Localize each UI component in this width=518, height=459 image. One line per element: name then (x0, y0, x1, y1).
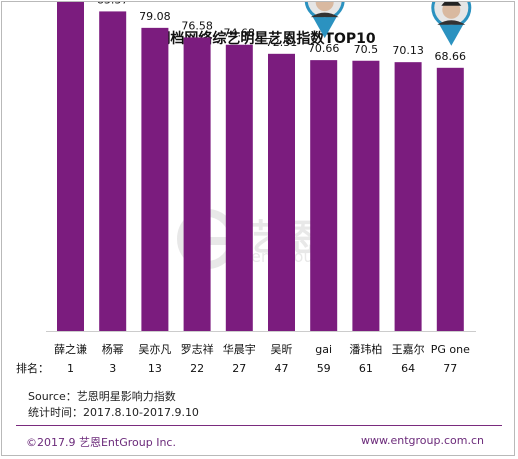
bar-10 (436, 67, 464, 331)
category-label-4: 罗志祥 (181, 342, 214, 356)
avatar-face-7 (315, 2, 334, 12)
value-label-3: 79.08 (139, 10, 171, 23)
rank-value-2: 3 (109, 362, 116, 375)
category-label-2: 杨幂 (102, 342, 124, 356)
bar-7 (310, 60, 338, 332)
pin-tail-10 (438, 22, 465, 46)
pin-tail-7 (311, 15, 338, 39)
rank-value-6: 47 (275, 362, 289, 375)
category-label-5: 华晨宇 (223, 342, 256, 356)
value-label-10: 68.66 (435, 50, 467, 63)
bar-3 (141, 27, 169, 332)
avatar-shoulders-10 (437, 20, 466, 25)
category-label-8: 潘玮柏 (349, 342, 382, 356)
rank-value-1: 1 (67, 362, 74, 375)
avatar-pin-7 (304, 2, 345, 39)
bar-1 (57, 2, 84, 331)
bar-chart: 排名：87.04薛之谦183.37杨幂379.08吴亦凡1376.58罗志祥22… (16, 2, 476, 375)
avatar-shoulders-7 (310, 12, 339, 18)
category-label-10: PG one (431, 343, 470, 356)
bar-9 (394, 62, 422, 331)
bar-8 (352, 60, 380, 331)
avatar-face-10 (442, 2, 461, 19)
rank-value-8: 61 (359, 362, 373, 375)
rank-label: 排名： (16, 361, 49, 375)
period-note: 统计时间：2017.8.10-2017.9.10 (28, 406, 199, 419)
source-note: Source：艺恩明星影响力指数 (28, 390, 176, 403)
rank-value-9: 64 (401, 362, 415, 375)
value-label-8: 70.5 (354, 43, 379, 56)
rank-value-7: 59 (317, 362, 331, 375)
bar-5 (225, 44, 253, 332)
category-label-7: gai (315, 343, 332, 356)
avatar-hair-10 (441, 2, 462, 6)
value-label-7: 70.66 (308, 42, 340, 55)
footer-website: www.entgroup.com.cn (361, 434, 484, 447)
avatar-pin-10 (431, 2, 472, 46)
footer-copyright: ©2017.9 艺恩EntGroup Inc. (26, 436, 176, 449)
rank-value-5: 27 (232, 362, 246, 375)
rank-value-4: 22 (190, 362, 204, 375)
bar-6 (268, 53, 295, 331)
value-label-6: 72.31 (266, 36, 298, 49)
value-label-5: 74.68 (224, 27, 256, 40)
rank-value-10: 77 (443, 362, 457, 375)
category-label-9: 王嘉尔 (392, 342, 425, 356)
value-label-4: 76.58 (181, 19, 213, 32)
footer-divider (16, 425, 502, 426)
value-label-2: 83.37 (97, 2, 129, 6)
rank-value-3: 13 (148, 362, 162, 375)
category-label-6: 吴昕 (271, 343, 293, 356)
category-label-3: 吴亦凡 (138, 342, 171, 356)
category-label-1: 薛之谦 (54, 342, 87, 356)
value-label-9: 70.13 (392, 44, 424, 57)
bar-4 (183, 37, 211, 332)
bar-2 (99, 11, 127, 331)
